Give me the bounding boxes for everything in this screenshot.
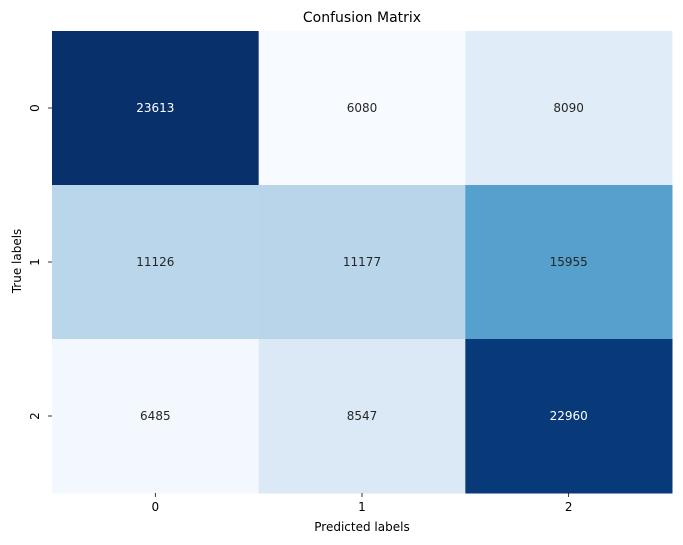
x-tick-label-1: 1: [358, 500, 366, 514]
y-tick-label-0: 0: [28, 104, 42, 112]
cell-value-1-2: 15955: [550, 255, 588, 269]
cell-value-2-2: 22960: [550, 409, 588, 423]
x-axis-ticks: 0 1 2: [152, 493, 573, 514]
cell-value-2-1: 8547: [347, 409, 378, 423]
heatmap-cell-2-0: [52, 339, 260, 494]
y-axis-label: True labels: [10, 229, 24, 295]
cell-value-0-1: 6080: [347, 101, 378, 115]
cell-value-2-0: 6485: [140, 409, 171, 423]
y-tick-label-2: 2: [28, 412, 42, 420]
cell-annotations: 23613 6080 8090 11126 11177 15955 6485 8547 2296…: [136, 101, 588, 423]
heatmap-cell-1-1: [258, 185, 466, 340]
y-tick-label-1: 1: [28, 258, 42, 266]
cell-value-1-0: 11126: [136, 255, 174, 269]
cell-value-1-1: 11177: [343, 255, 381, 269]
heatmap-cell-0-0: [52, 31, 260, 186]
x-axis-label: Predicted labels: [314, 520, 409, 534]
heatmap-cell-0-1: [258, 31, 466, 186]
heatmap-cell-1-2: [465, 185, 673, 340]
heatmap-cells: [52, 31, 673, 494]
heatmap-cell-0-2: [465, 31, 673, 186]
x-tick-label-2: 2: [565, 500, 573, 514]
x-tick-label-0: 0: [152, 500, 160, 514]
heatmap-cell-1-0: [52, 185, 260, 340]
chart-title: Confusion Matrix: [303, 10, 421, 26]
cell-value-0-0: 23613: [136, 101, 174, 115]
heatmap-cell-2-1: [258, 339, 466, 494]
cell-value-0-2: 8090: [553, 101, 584, 115]
y-axis-ticks: 0 1 2: [28, 104, 52, 420]
heatmap-cell-2-2: [465, 339, 673, 494]
